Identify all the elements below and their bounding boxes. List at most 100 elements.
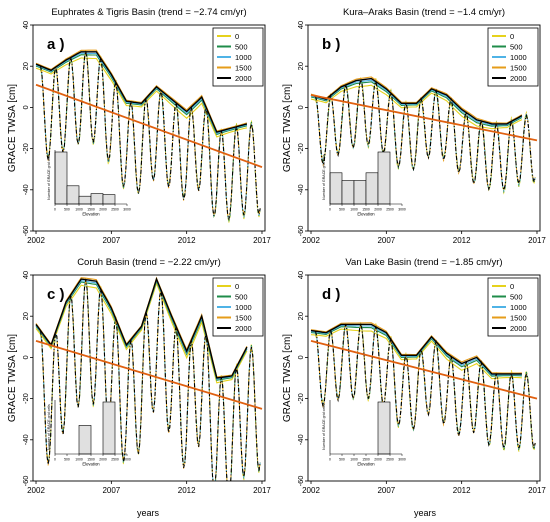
histogram-x-tick-label: 3000 [398, 208, 406, 212]
y-tick-label: 0 [296, 105, 305, 109]
histogram-x-tick-label: 1500 [362, 458, 370, 462]
y-tick-label: 40 [296, 271, 305, 279]
panel-2: Kura–Araks Basin (trend = −1.4 cm/yr) GRA… [282, 7, 546, 245]
y-tick-label: -60 [296, 476, 305, 487]
x-tick-label: 2017 [253, 236, 271, 245]
legend-label: 0 [510, 32, 514, 41]
legend-label: 0 [235, 32, 239, 41]
panel-3: Coruh Basin (trend = −2.22 cm/yr) GRACE T… [7, 257, 271, 495]
y-tick-label: 40 [21, 271, 30, 279]
histogram-x-tick-label: 0 [54, 208, 56, 212]
histogram-bar [341, 180, 355, 205]
x-tick-label: 2012 [178, 236, 196, 245]
plot-frame [32, 274, 266, 482]
x-tick-label: 2017 [528, 236, 546, 245]
y-tick-label: -20 [296, 393, 305, 404]
histogram-x-tick-label: 2000 [99, 458, 107, 462]
x-tick-label: 2012 [453, 236, 471, 245]
y-tick-label: 20 [21, 62, 30, 70]
legend-label: 1000 [510, 53, 527, 62]
trend-line [310, 340, 538, 400]
x-tick-label: 2007 [377, 486, 395, 495]
plot-area [310, 76, 538, 195]
histogram-x-tick-label: 0 [54, 458, 56, 462]
histogram-x-tick-label: 0 [329, 208, 331, 212]
histogram-x-tick-label: 2500 [111, 208, 119, 212]
legend-label: 0 [235, 282, 239, 291]
histogram-inset: 0 500 1000 1500 2000 2500 3000 Elevation Number … [322, 400, 406, 467]
histogram-bar [102, 401, 116, 455]
histogram-x-label: Elevation [357, 462, 375, 467]
series-monthly-2000 [39, 51, 261, 220]
x-tick-label: 2012 [453, 486, 471, 495]
series-envelope-0 [310, 328, 522, 380]
histogram-x-tick-label: 2500 [386, 458, 394, 462]
x-tick-label: 2002 [302, 236, 320, 245]
histogram-inset: 0 500 1000 1500 2000 2500 3000 Elevation Number … [322, 150, 406, 217]
panel-4: Van Lake Basin (trend = −1.85 cm/yr) GRAC… [282, 257, 546, 495]
histogram-x-tick-label: 3000 [398, 458, 406, 462]
legend-label: 2000 [235, 324, 252, 333]
histogram-bar [377, 401, 391, 455]
panel-1: Euphrates & Tigris Basin (trend = −2.74 … [7, 7, 271, 245]
legend-label: 1000 [510, 303, 527, 312]
panel-title: Kura–Araks Basin (trend = −1.4 cm/yr) [343, 7, 505, 18]
histogram-bar [365, 172, 379, 205]
x-tick-label: 2007 [377, 236, 395, 245]
x-tick-label: 2017 [253, 486, 271, 495]
histogram-y-label: Number of GRACE grid cells [322, 404, 326, 450]
histogram-x-tick-label: 2000 [374, 458, 382, 462]
legend-label: 500 [510, 293, 523, 302]
x-tick-label: 2007 [102, 486, 120, 495]
histogram-y-label: Number of GRACE grid cells [47, 404, 51, 450]
x-tick-label: 2002 [302, 486, 320, 495]
histogram-x-tick-label: 3000 [123, 208, 131, 212]
histogram-bar [353, 180, 367, 205]
legend-label: 2000 [510, 74, 527, 83]
series-monthly-1000 [315, 323, 536, 450]
x-tick-label: 2007 [102, 236, 120, 245]
series-monthly-2000 [314, 77, 536, 192]
histogram-x-tick-label: 2500 [111, 458, 119, 462]
y-tick-label: 20 [296, 62, 305, 70]
histogram-x-tick-label: 2500 [386, 208, 394, 212]
histogram-bar [54, 151, 68, 205]
histogram-x-tick-label: 1500 [362, 208, 370, 212]
panel-label: a ) [47, 36, 65, 53]
histogram-x-tick-label: 0 [329, 458, 331, 462]
plot-frame [307, 24, 541, 232]
x-tick-label: 2012 [178, 486, 196, 495]
panel-title: Coruh Basin (trend = −2.22 cm/yr) [77, 257, 221, 268]
legend-label: 500 [235, 43, 248, 52]
histogram-x-tick-label: 500 [339, 458, 345, 462]
histogram-bar [78, 425, 92, 455]
histogram-bar [329, 172, 343, 205]
y-axis-label: GRACE TWSA [cm] [7, 84, 18, 172]
x-axis-label-right: years [414, 508, 437, 518]
legend-label: 0 [510, 282, 514, 291]
histogram-x-tick-label: 1000 [75, 458, 83, 462]
histogram-x-tick-label: 1500 [87, 208, 95, 212]
plot-area [35, 276, 263, 481]
histogram-x-tick-label: 1500 [87, 458, 95, 462]
y-tick-label: -20 [21, 393, 30, 404]
y-tick-label: -60 [296, 226, 305, 237]
histogram-bar [102, 194, 116, 205]
legend-label: 1500 [510, 314, 527, 323]
y-tick-label: 0 [21, 105, 30, 109]
histogram-inset: 0 500 1000 1500 2000 2500 3000 Elevation Number … [47, 400, 131, 467]
series-envelope-2000 [35, 51, 248, 133]
histogram-x-label: Elevation [82, 212, 100, 217]
y-tick-label: -40 [296, 184, 305, 195]
histogram-bar [90, 193, 104, 205]
histogram-x-tick-label: 500 [64, 458, 70, 462]
series-envelope-0 [310, 84, 523, 130]
panel-title: Van Lake Basin (trend = −1.85 cm/yr) [345, 257, 502, 268]
y-tick-label: -20 [21, 143, 30, 154]
legend-label: 1500 [235, 64, 252, 73]
histogram-x-tick-label: 2000 [374, 208, 382, 212]
x-tick-label: 2002 [27, 486, 45, 495]
